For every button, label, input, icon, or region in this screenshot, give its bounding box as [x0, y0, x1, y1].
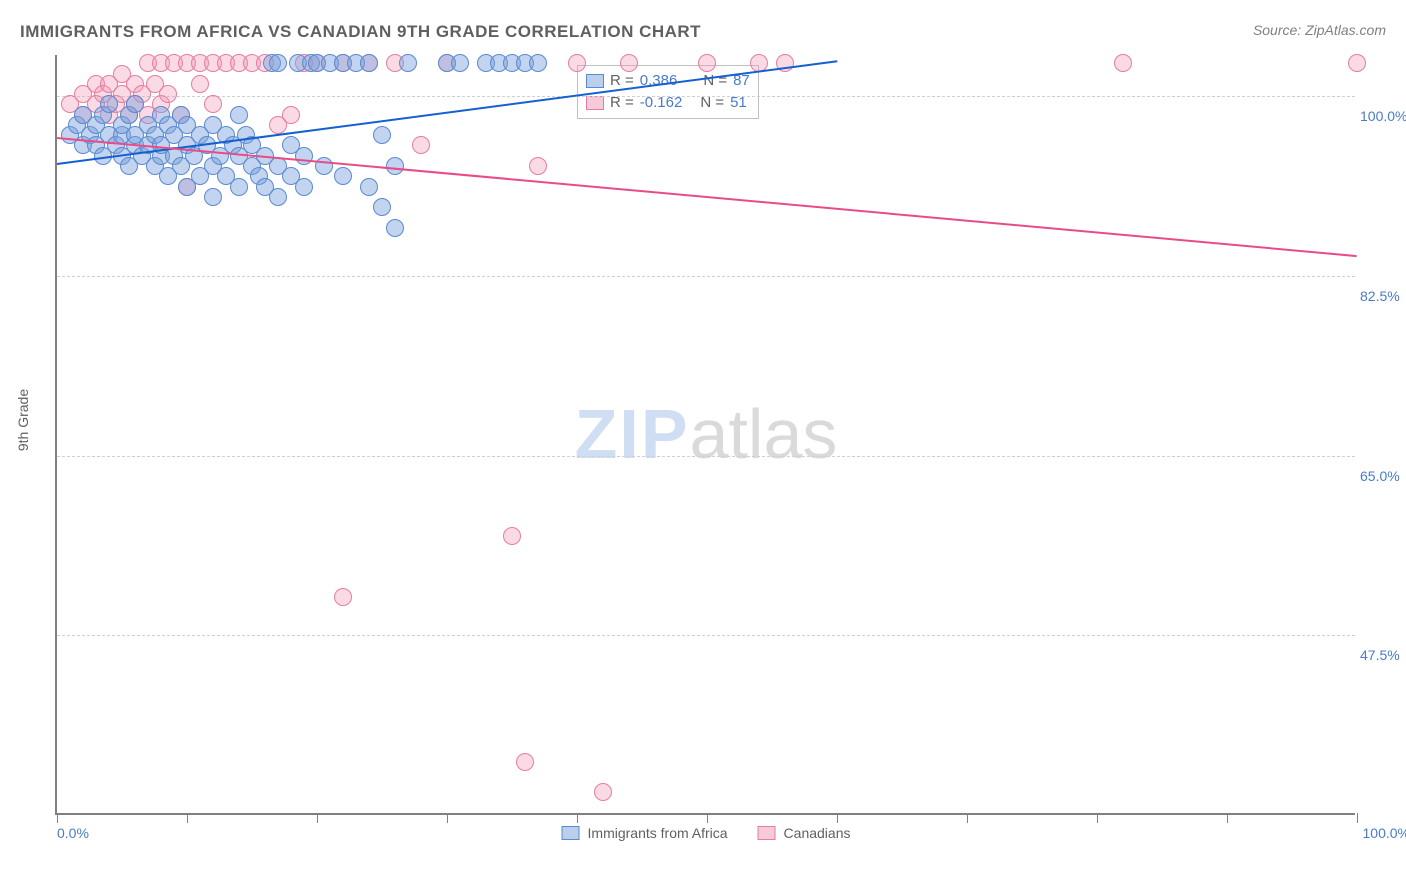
legend-label-pink: Canadians [784, 825, 851, 841]
data-point [204, 188, 222, 206]
y-tick-label: 47.5% [1360, 647, 1406, 663]
data-point [698, 54, 716, 72]
x-tick [837, 813, 838, 823]
data-point [451, 54, 469, 72]
data-point [516, 753, 534, 771]
x-axis-max-label: 100.0% [1363, 825, 1406, 841]
gridline [57, 456, 1355, 457]
data-point [529, 157, 547, 175]
legend-item-blue: Immigrants from Africa [562, 825, 728, 841]
gridline [57, 96, 1355, 97]
swatch-pink-icon [586, 96, 604, 110]
watermark: ZIPatlas [575, 394, 838, 474]
y-axis-label: 9th Grade [15, 389, 31, 451]
data-point [503, 527, 521, 545]
data-point [230, 106, 248, 124]
data-point [204, 95, 222, 113]
data-point [282, 106, 300, 124]
x-tick [447, 813, 448, 823]
data-point [568, 54, 586, 72]
y-tick-label: 82.5% [1360, 288, 1406, 304]
n-label: N = [703, 70, 727, 92]
swatch-blue-icon [586, 74, 604, 88]
x-tick [967, 813, 968, 823]
data-point [373, 198, 391, 216]
bottom-legend: Immigrants from Africa Canadians [562, 825, 851, 841]
legend-swatch-blue-icon [562, 826, 580, 840]
x-tick [707, 813, 708, 823]
source-attribution: Source: ZipAtlas.com [1253, 22, 1386, 38]
data-point [373, 126, 391, 144]
data-point [100, 95, 118, 113]
data-point [594, 783, 612, 801]
x-tick [187, 813, 188, 823]
trend-line-pink [57, 137, 1357, 257]
data-point [360, 178, 378, 196]
data-point [529, 54, 547, 72]
y-tick-label: 100.0% [1360, 108, 1406, 124]
x-tick [1357, 813, 1358, 823]
correlation-row-blue: R = 0.386 N = 87 [586, 70, 750, 92]
data-point [1114, 54, 1132, 72]
legend-swatch-pink-icon [758, 826, 776, 840]
data-point [191, 75, 209, 93]
data-point [126, 95, 144, 113]
data-point [412, 136, 430, 154]
data-point [1348, 54, 1366, 72]
data-point [159, 85, 177, 103]
data-point [386, 219, 404, 237]
data-point [295, 178, 313, 196]
watermark-zip: ZIP [575, 395, 690, 473]
watermark-atlas: atlas [690, 395, 838, 473]
legend-item-pink: Canadians [758, 825, 851, 841]
data-point [334, 167, 352, 185]
plot-area: ZIPatlas R = 0.386 N = 87 R = -0.162 N =… [55, 55, 1355, 815]
gridline [57, 276, 1355, 277]
data-point [269, 54, 287, 72]
x-tick [1097, 813, 1098, 823]
x-tick [577, 813, 578, 823]
data-point [399, 54, 417, 72]
data-point [269, 188, 287, 206]
x-axis-min-label: 0.0% [57, 825, 89, 841]
data-point [230, 178, 248, 196]
gridline [57, 635, 1355, 636]
legend-label-blue: Immigrants from Africa [588, 825, 728, 841]
chart-title: IMMIGRANTS FROM AFRICA VS CANADIAN 9TH G… [20, 22, 701, 42]
data-point [620, 54, 638, 72]
y-tick-label: 65.0% [1360, 468, 1406, 484]
x-tick [57, 813, 58, 823]
data-point [334, 588, 352, 606]
data-point [386, 157, 404, 175]
x-tick [1227, 813, 1228, 823]
data-point [360, 54, 378, 72]
x-tick [317, 813, 318, 823]
